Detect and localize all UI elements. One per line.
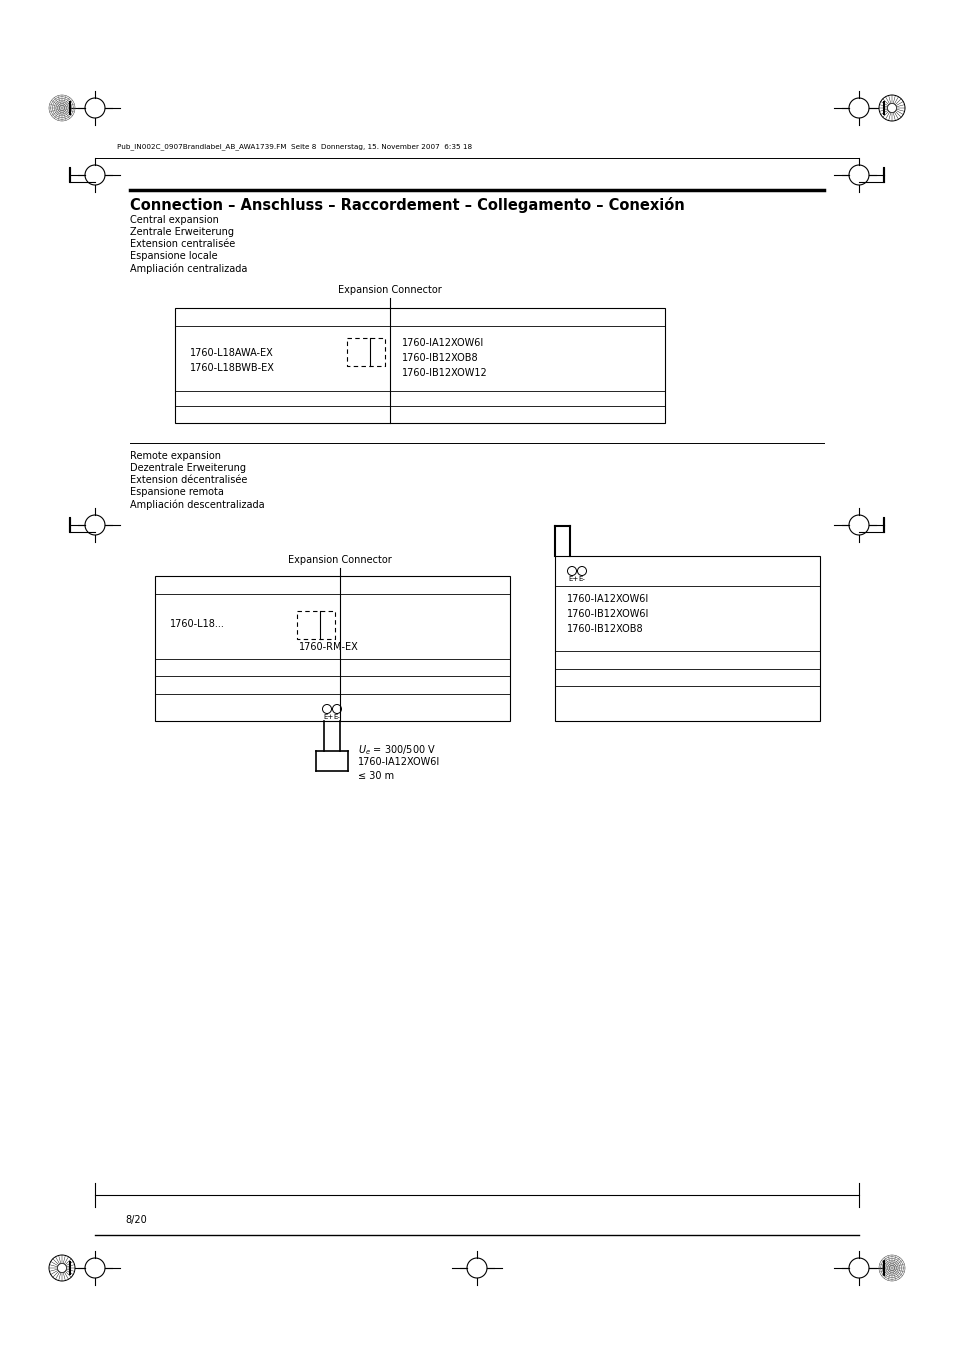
Bar — [296, 612, 335, 639]
Text: 1760-IB12XOW6I: 1760-IB12XOW6I — [566, 609, 649, 620]
Text: Espansione locale: Espansione locale — [130, 251, 217, 261]
Bar — [555, 556, 820, 721]
Text: ≤ 30 m: ≤ 30 m — [357, 771, 394, 782]
Text: Pub_IN002C_0907Brandlabel_AB_AWA1739.FM  Seite 8  Donnerstag, 15. November 2007 : Pub_IN002C_0907Brandlabel_AB_AWA1739.FM … — [117, 143, 472, 150]
Circle shape — [878, 95, 904, 122]
Text: 1760-IB12XOB8: 1760-IB12XOB8 — [566, 624, 643, 634]
Text: Expansion Connector: Expansion Connector — [337, 285, 441, 296]
Text: Ampliación centralizada: Ampliación centralizada — [130, 263, 247, 274]
Text: $U_e$ = 300/500 V: $U_e$ = 300/500 V — [357, 743, 436, 757]
Text: Dezentrale Erweiterung: Dezentrale Erweiterung — [130, 463, 246, 472]
Text: Extension centralisée: Extension centralisée — [130, 239, 235, 248]
Text: Remote expansion: Remote expansion — [130, 451, 221, 460]
Text: Expansion Connector: Expansion Connector — [288, 555, 392, 566]
Circle shape — [49, 1256, 75, 1281]
Bar — [174, 308, 664, 423]
Text: Connection – Anschluss – Raccordement – Collegamento – Conexión: Connection – Anschluss – Raccordement – … — [130, 197, 684, 213]
Text: 1760-IA12XOW6I: 1760-IA12XOW6I — [401, 338, 484, 348]
Circle shape — [57, 1264, 67, 1273]
Text: Ampliación descentralizada: Ampliación descentralizada — [130, 500, 264, 509]
Text: E-: E- — [578, 576, 584, 582]
Text: 1760-IB12XOB8: 1760-IB12XOB8 — [401, 352, 478, 363]
Text: Central expansion: Central expansion — [130, 215, 218, 225]
Text: 8/20: 8/20 — [125, 1215, 147, 1224]
Text: E+: E+ — [567, 576, 578, 582]
Text: Extension décentralisée: Extension décentralisée — [130, 475, 247, 485]
Bar — [347, 338, 385, 366]
Text: Espansione remota: Espansione remota — [130, 487, 224, 497]
Text: E-: E- — [333, 714, 339, 720]
Text: 1760-L18AWA-EX: 1760-L18AWA-EX — [190, 348, 274, 358]
Text: Zentrale Erweiterung: Zentrale Erweiterung — [130, 227, 233, 238]
Text: 1760-RM-EX: 1760-RM-EX — [298, 643, 358, 652]
Text: E+: E+ — [323, 714, 333, 720]
Circle shape — [886, 104, 896, 112]
Text: 1760-IA12XOW6I: 1760-IA12XOW6I — [566, 594, 649, 603]
Text: 1760-IA12XOW6I: 1760-IA12XOW6I — [357, 757, 439, 767]
Text: 1760-L18BWB-EX: 1760-L18BWB-EX — [190, 363, 274, 373]
Bar — [154, 576, 510, 721]
Text: 1760-L18...: 1760-L18... — [170, 620, 225, 629]
Text: 1760-IB12XOW12: 1760-IB12XOW12 — [401, 369, 487, 378]
